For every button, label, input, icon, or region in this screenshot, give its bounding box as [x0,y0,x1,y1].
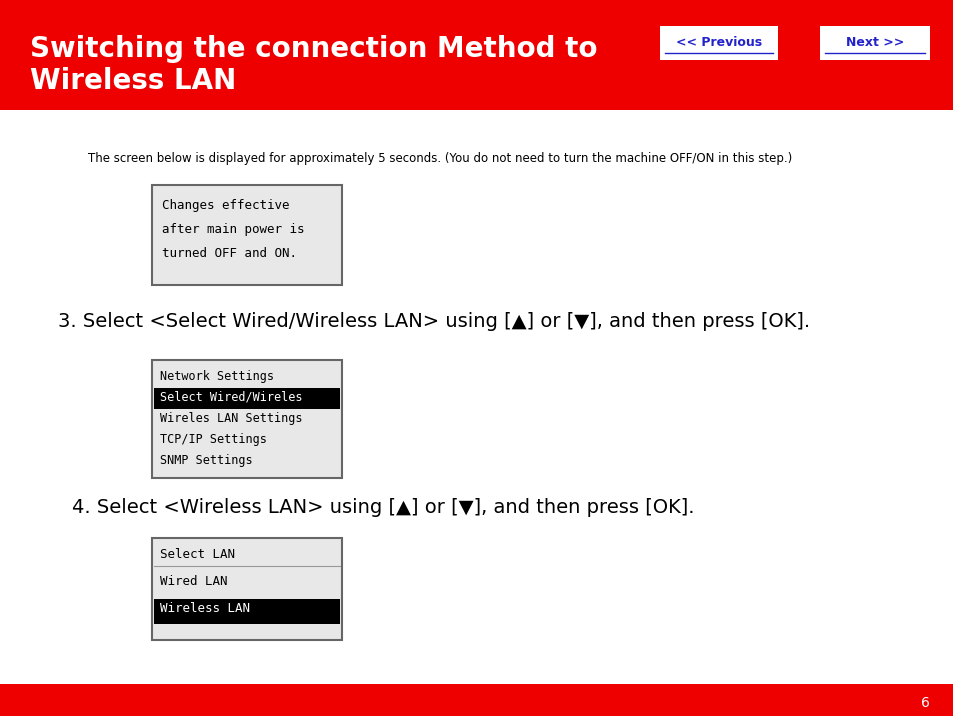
Text: Wired LAN: Wired LAN [160,575,227,588]
Text: SNMP Settings: SNMP Settings [160,454,253,467]
Text: Changes effective: Changes effective [162,199,289,212]
FancyBboxPatch shape [153,599,339,624]
Text: Select LAN: Select LAN [160,548,234,561]
Text: Select Wired/Wireles: Select Wired/Wireles [160,391,302,404]
Text: Next >>: Next >> [845,37,903,49]
Text: The screen below is displayed for approximately 5 seconds. (You do not need to t: The screen below is displayed for approx… [88,152,791,165]
FancyBboxPatch shape [153,388,339,409]
FancyBboxPatch shape [152,360,341,478]
FancyBboxPatch shape [0,0,953,110]
Text: 6: 6 [921,696,929,710]
Text: Switching the connection Method to: Switching the connection Method to [30,35,597,63]
Text: after main power is: after main power is [162,223,304,236]
Text: Wireles LAN Settings: Wireles LAN Settings [160,412,302,425]
FancyBboxPatch shape [659,26,778,60]
Text: 3. Select <Select Wired/Wireless LAN> using [▲] or [▼], and then press [OK].: 3. Select <Select Wired/Wireless LAN> us… [58,312,809,331]
Text: Network Settings: Network Settings [160,370,274,383]
Text: turned OFF and ON.: turned OFF and ON. [162,247,296,260]
Text: << Previous: << Previous [676,37,761,49]
Text: Wireless LAN: Wireless LAN [160,602,250,615]
FancyBboxPatch shape [0,684,953,716]
Text: TCP/IP Settings: TCP/IP Settings [160,433,267,446]
Text: 4. Select <Wireless LAN> using [▲] or [▼], and then press [OK].: 4. Select <Wireless LAN> using [▲] or [▼… [71,498,694,517]
Text: Wireless LAN: Wireless LAN [30,67,236,95]
FancyBboxPatch shape [152,185,341,285]
FancyBboxPatch shape [820,26,929,60]
FancyBboxPatch shape [152,538,341,640]
